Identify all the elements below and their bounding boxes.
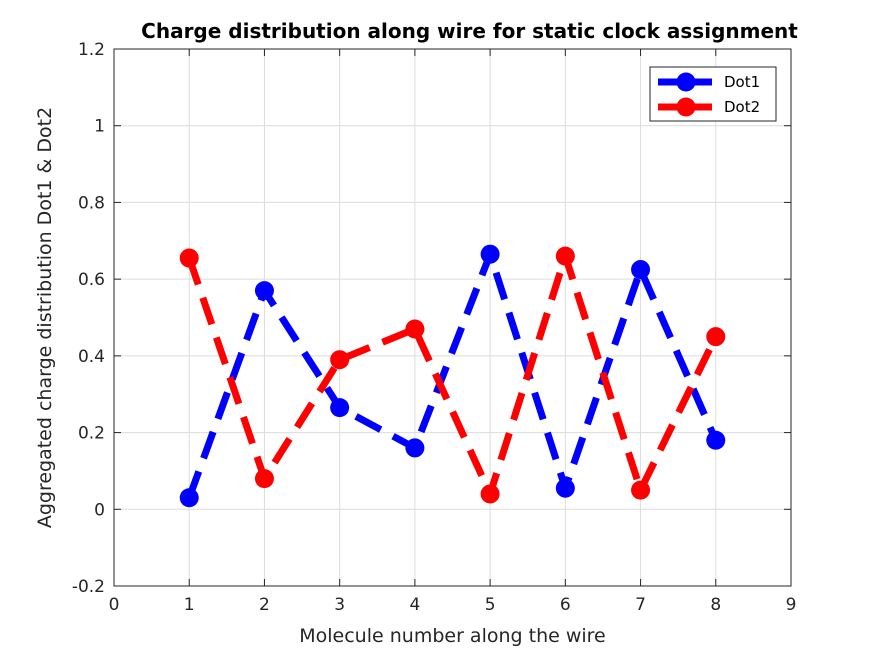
legend-label-dot1: Dot1 bbox=[724, 73, 760, 91]
y-tick-label: -0.2 bbox=[72, 577, 105, 597]
data-point-dot2 bbox=[480, 484, 500, 504]
data-point-dot2 bbox=[330, 350, 350, 370]
data-point-dot2 bbox=[631, 480, 651, 500]
y-tick-label: 1.2 bbox=[78, 40, 105, 60]
y-tick-label: 0.4 bbox=[78, 347, 105, 367]
data-point-dot1 bbox=[179, 488, 199, 508]
data-point-dot2 bbox=[405, 319, 425, 339]
data-point-dot1 bbox=[254, 281, 274, 301]
series-line-dot1 bbox=[185, 250, 719, 499]
y-tick-label: 0.2 bbox=[78, 424, 105, 444]
y-axis-title: Aggregated charge distribution Dot1 & Do… bbox=[34, 107, 56, 528]
y-tick-label: 0.8 bbox=[78, 193, 105, 213]
series-line-dot2 bbox=[185, 252, 719, 498]
x-tick-label: 0 bbox=[109, 595, 120, 615]
series-layer bbox=[179, 244, 726, 508]
data-point-dot2 bbox=[706, 327, 726, 347]
x-axis-title: Molecule number along the wire bbox=[299, 625, 606, 647]
ticks: 0 1 2 3 4 5 6 7 8 9-0.200.20.40.60.811.2 bbox=[72, 40, 797, 615]
data-point-dot1 bbox=[480, 244, 500, 264]
x-tick-label: 4 bbox=[409, 595, 420, 615]
data-point-dot2 bbox=[179, 248, 199, 268]
axes-box bbox=[113, 48, 792, 587]
x-tick-label: 8 bbox=[710, 595, 721, 615]
data-point-dot1 bbox=[555, 478, 575, 498]
data-point-dot2 bbox=[555, 246, 575, 266]
legend-box bbox=[649, 66, 777, 122]
legend-label-dot2: Dot2 bbox=[724, 98, 760, 116]
x-tick-label: 5 bbox=[485, 595, 496, 615]
chart-title: Charge distribution along wire for stati… bbox=[141, 19, 798, 43]
y-tick-label: 0 bbox=[94, 500, 105, 520]
data-point-dot1 bbox=[706, 430, 726, 450]
x-tick-label: 9 bbox=[786, 595, 797, 615]
data-point-dot2 bbox=[254, 469, 274, 489]
x-tick-label: 1 bbox=[184, 595, 195, 615]
data-point-dot1 bbox=[330, 398, 350, 418]
y-tick-label: 0.6 bbox=[78, 270, 105, 290]
plot-area bbox=[114, 49, 791, 586]
x-tick-label: 2 bbox=[259, 595, 270, 615]
x-tick-label: 3 bbox=[334, 595, 345, 615]
x-tick-label: 7 bbox=[635, 595, 646, 615]
data-point-dot1 bbox=[405, 438, 425, 458]
legend: Dot1 Dot2 bbox=[649, 66, 777, 122]
legend-marker-dot1 bbox=[676, 72, 696, 92]
data-point-dot1 bbox=[631, 260, 651, 280]
x-tick-label: 6 bbox=[560, 595, 571, 615]
y-tick-label: 1 bbox=[94, 117, 105, 137]
legend-marker-dot2 bbox=[676, 97, 696, 117]
